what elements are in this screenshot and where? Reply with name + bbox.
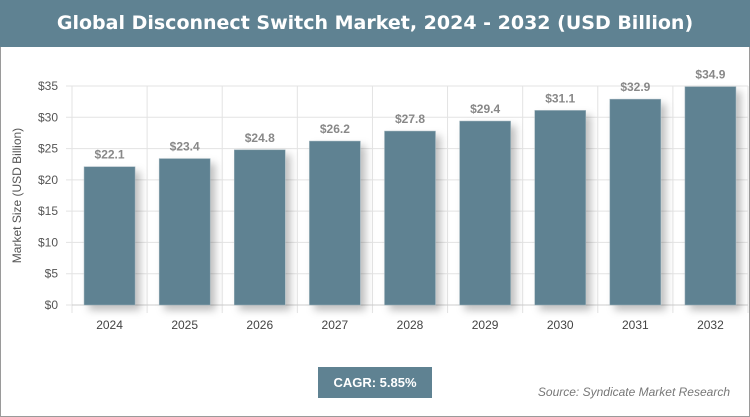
y-tick-label: $15	[38, 204, 58, 218]
x-tick-label: 2030	[547, 318, 574, 332]
source-note: Source: Syndicate Market Research	[537, 385, 730, 399]
data-label: $23.4	[170, 140, 200, 154]
y-tick-label: $10	[38, 235, 58, 249]
data-label: $29.4	[470, 102, 500, 116]
x-tick-label: 2028	[397, 318, 424, 332]
x-tick-label: 2024	[96, 318, 123, 332]
y-axis-title: Market Size (USD Billion)	[10, 128, 24, 263]
bar	[684, 86, 737, 306]
data-label: $34.9	[695, 68, 725, 82]
bar	[384, 130, 436, 306]
x-tick-label: 2027	[322, 318, 349, 332]
x-tick-label: 2025	[171, 318, 198, 332]
data-label: $24.8	[245, 131, 275, 145]
y-tick-label: $35	[38, 79, 58, 93]
data-label: $32.9	[620, 80, 650, 94]
y-tick-label: $25	[38, 142, 58, 156]
y-tick-label: $0	[45, 298, 59, 312]
x-tick-label: 2032	[697, 318, 724, 332]
x-tick-label: 2029	[472, 318, 499, 332]
bar	[234, 149, 286, 306]
data-label: $26.2	[320, 122, 350, 136]
data-label: $27.8	[395, 112, 425, 126]
bar	[309, 140, 361, 306]
bar	[83, 166, 136, 306]
bar	[459, 120, 511, 306]
y-tick-label: $5	[45, 267, 59, 281]
bar	[534, 110, 586, 306]
x-tick-label: 2026	[246, 318, 273, 332]
x-tick-label: 2031	[622, 318, 649, 332]
data-label: $31.1	[545, 91, 575, 105]
bar	[158, 158, 211, 306]
y-tick-label: $30	[38, 110, 58, 124]
data-label: $22.1	[95, 148, 125, 162]
chart-title: Global Disconnect Switch Market, 2024 - …	[0, 0, 750, 47]
cagr-badge: CAGR: 5.85%	[318, 367, 432, 398]
y-tick-label: $20	[38, 173, 58, 187]
bar	[609, 98, 662, 306]
